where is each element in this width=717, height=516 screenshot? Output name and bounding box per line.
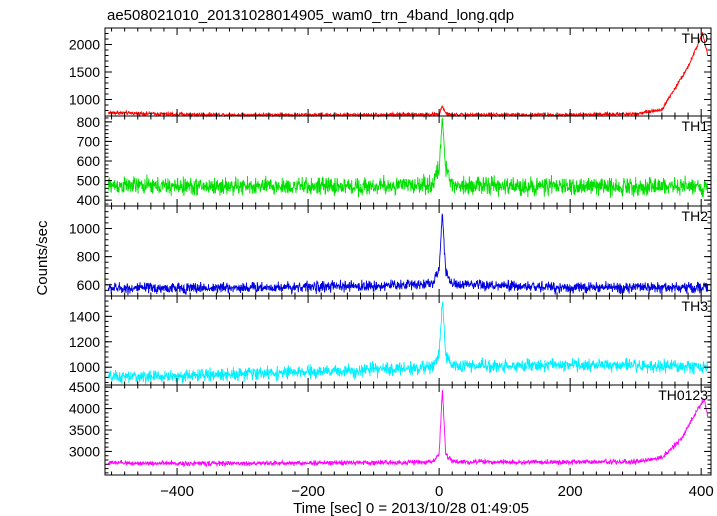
y-tick-label: 1000	[69, 221, 100, 237]
y-tick-label: 700	[77, 133, 101, 149]
y-tick-label: 3000	[69, 443, 100, 459]
y-tick-label: 800	[77, 114, 101, 130]
series-line-th2	[107, 213, 709, 296]
y-tick-label: 2000	[69, 37, 100, 53]
x-tick-label: −400	[160, 483, 194, 500]
y-tick-label: 3500	[69, 422, 100, 438]
panel-label-th1: TH1	[682, 118, 709, 134]
chart-title: ae508021010_20131028014905_wam0_trn_4ban…	[107, 7, 514, 24]
y-tick-label: 1500	[69, 64, 100, 80]
panel-label-th3: TH3	[682, 298, 709, 314]
panel-label-th0123: TH0123	[658, 387, 708, 403]
series-line-th3	[107, 301, 709, 385]
y-tick-label: 4000	[69, 401, 100, 417]
panel-frame-th1	[104, 115, 712, 207]
series-line-th0123	[107, 390, 709, 468]
panel-th2: TH2 600 800 1000	[69, 205, 712, 297]
x-tick-label: 0	[435, 483, 443, 500]
y-tick-label: 400	[77, 192, 101, 208]
x-axis-label: Time [sec] 0 = 2013/10/28 01:49:05	[293, 500, 529, 516]
y-tick-label: 800	[77, 249, 101, 265]
y-tick-label: 1000	[69, 359, 100, 375]
y-tick-label: 1400	[69, 308, 100, 324]
panel-th0: TH0 1000 1500 2000	[69, 27, 712, 118]
series-line-th0	[107, 32, 709, 118]
panel-label-th0: TH0	[682, 30, 709, 46]
panel-frame-th3	[104, 295, 712, 386]
y-axis-label: Counts/sec	[34, 220, 51, 296]
panels-group: TH0100015002000TH1400500600700800TH26008…	[69, 27, 714, 500]
y-tick-label: 1000	[69, 92, 100, 108]
y-tick-label: 1200	[69, 334, 100, 350]
panel-th3: TH3 1000 1200 1400	[69, 295, 712, 386]
y-tick-label: 4500	[69, 379, 100, 395]
panel-label-th2: TH2	[682, 208, 709, 224]
x-tick-label: 200	[558, 483, 583, 500]
y-tick-label: 500	[77, 173, 101, 189]
series-line-th1	[107, 116, 709, 199]
panel-th1: TH1 400 500 600 700 800	[77, 114, 712, 208]
y-tick-label: 600	[77, 153, 101, 169]
panel-th0123: TH0123 3000 3500 4000 4500	[69, 379, 712, 476]
x-tick-label: −200	[291, 483, 325, 500]
x-tick-label: 400	[689, 483, 714, 500]
panel-frame-th0	[104, 27, 712, 117]
y-tick-label: 600	[77, 277, 101, 293]
